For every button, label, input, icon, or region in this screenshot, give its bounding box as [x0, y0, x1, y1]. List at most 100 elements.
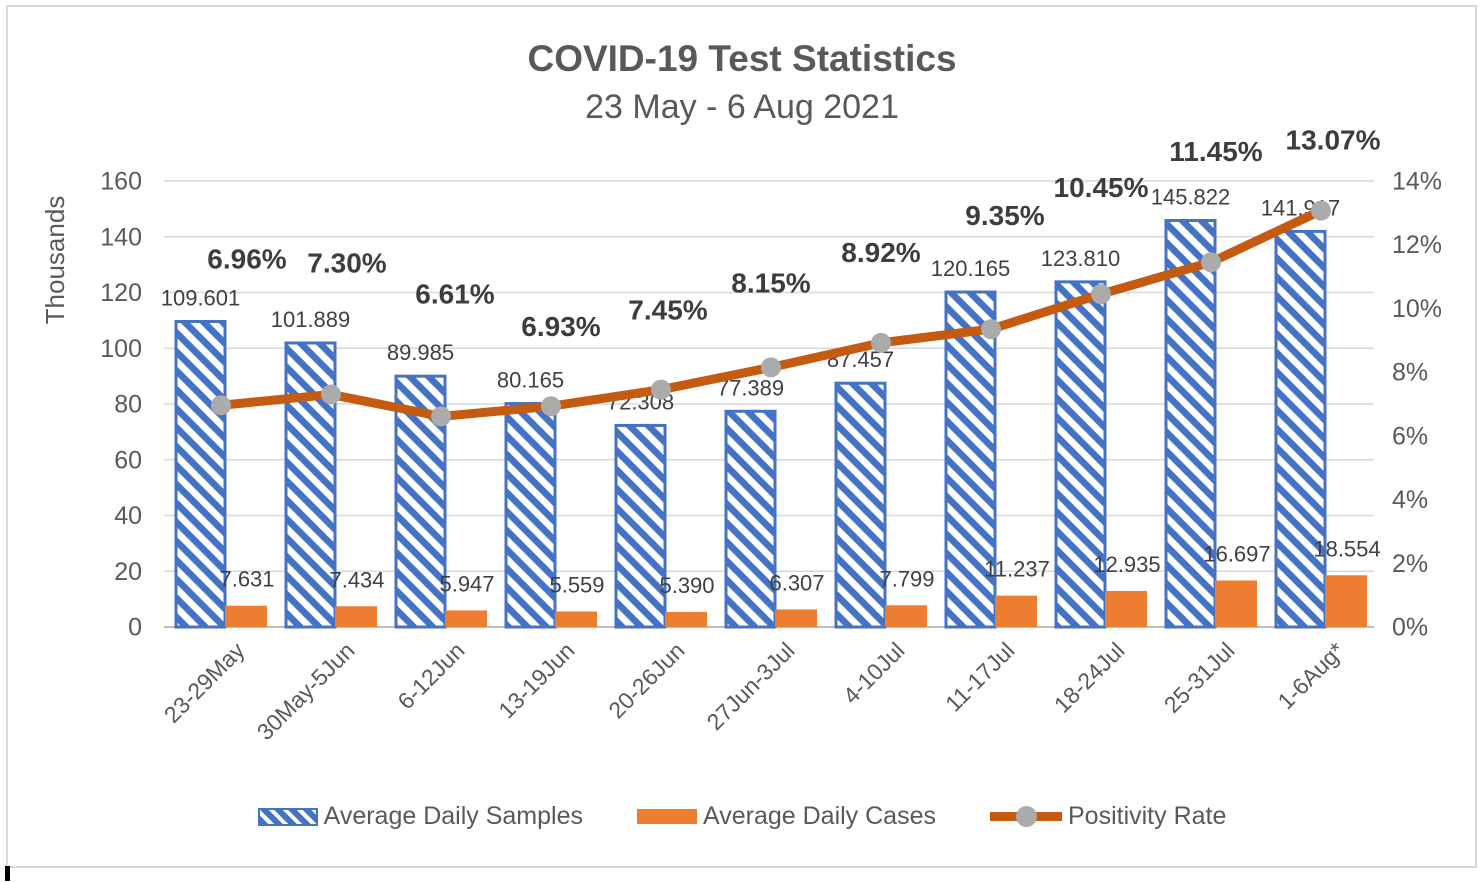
- positivity-label: 8.15%: [731, 267, 810, 298]
- positivity-marker: [871, 332, 891, 353]
- left-axis-title: Thousands: [40, 196, 70, 325]
- cases-value-label: 16.697: [1203, 541, 1270, 566]
- positivity-marker: [211, 395, 231, 416]
- left-axis-tick: 40: [114, 502, 142, 530]
- cases-value-label: 7.631: [219, 567, 274, 592]
- positivity-label: 7.30%: [307, 247, 386, 278]
- positivity-label: 6.96%: [207, 243, 286, 274]
- legend-item-samples: Average Daily Samples: [257, 802, 583, 831]
- samples-bar: [834, 381, 887, 629]
- samples-bar: [1054, 280, 1107, 629]
- category-label: 4-10Jul: [838, 637, 910, 709]
- cases-bar: [335, 606, 377, 627]
- cases-value-label: 5.390: [659, 573, 714, 598]
- right-axis-tick: 8%: [1392, 359, 1428, 387]
- cases-bar: [445, 610, 487, 627]
- chart-subtitle: 23 May - 6 Aug 2021: [585, 88, 899, 126]
- cases-value-label: 12.935: [1093, 552, 1160, 577]
- right-axis-tick: 12%: [1392, 231, 1442, 259]
- positivity-label: 9.35%: [965, 200, 1044, 231]
- positivity-label: 7.45%: [628, 295, 707, 326]
- positivity-label: 6.61%: [415, 278, 494, 309]
- positivity-label: 6.93%: [521, 311, 600, 342]
- category-label: 20-26Jun: [603, 637, 689, 723]
- category-label: 11-17Jul: [940, 637, 1020, 717]
- samples-bar: [724, 409, 777, 629]
- cases-bar: [995, 595, 1037, 627]
- category-label: 27Jun-3Jul: [702, 637, 800, 735]
- cases-value-label: 18.554: [1313, 536, 1380, 561]
- samples-bar: [174, 319, 227, 629]
- left-axis-tick: 100: [100, 335, 142, 363]
- samples-hatched-swatch-icon: [257, 807, 318, 826]
- positivity-marker: [1091, 284, 1111, 305]
- samples-value-label: 123.810: [1041, 246, 1121, 271]
- samples-value-label: 109.601: [161, 285, 241, 310]
- left-axis-tick: 0: [128, 614, 142, 642]
- samples-value-label: 145.822: [1151, 185, 1231, 210]
- positivity-marker: [1311, 200, 1331, 221]
- right-axis-tick: 4%: [1392, 486, 1428, 514]
- cases-bar: [665, 611, 707, 627]
- positivity-marker: [761, 357, 781, 378]
- positivity-marker: [981, 319, 1001, 340]
- text-cursor-artifact: [5, 866, 10, 881]
- legend-label-samples: Average Daily Samples: [323, 802, 583, 830]
- cases-bar: [1215, 580, 1257, 627]
- samples-bar: [944, 290, 997, 629]
- cases-bar: [885, 605, 927, 627]
- left-axis-tick: 20: [114, 558, 142, 586]
- positivity-marker: [541, 396, 561, 417]
- line-marker-swatch-icon: [989, 806, 1062, 827]
- right-axis-tick: 6%: [1392, 422, 1428, 450]
- positivity-label: 11.45%: [1169, 136, 1263, 167]
- cases-value-label: 5.947: [439, 571, 494, 596]
- cases-value-label: 6.307: [769, 570, 824, 595]
- positivity-label: 13.07%: [1286, 125, 1381, 156]
- left-axis-tick: 160: [100, 168, 142, 196]
- samples-value-label: 80.165: [497, 368, 564, 393]
- cases-bar: [555, 611, 597, 627]
- legend-item-positivity: Positivity Rate: [989, 802, 1227, 831]
- cases-value-label: 11.237: [984, 557, 1050, 582]
- legend-item-cases: Average Daily Cases: [637, 802, 936, 831]
- cases-bar: [1325, 575, 1367, 627]
- samples-bar: [1164, 219, 1217, 629]
- cases-value-label: 7.799: [879, 566, 934, 591]
- chart-title: COVID-19 Test Statistics: [527, 38, 957, 79]
- samples-value-label: 89.985: [387, 340, 454, 365]
- positivity-marker: [321, 384, 341, 405]
- positivity-label: 10.45%: [1054, 172, 1149, 203]
- samples-bar: [1274, 229, 1327, 629]
- left-axis-tick: 60: [114, 446, 142, 474]
- samples-value-label: 101.889: [271, 307, 351, 332]
- marker-dot-icon: [1015, 806, 1037, 827]
- positivity-marker: [1201, 252, 1221, 273]
- left-axis-tick: 80: [114, 391, 142, 419]
- cases-bar: [225, 605, 267, 627]
- legend-label-positivity: Positivity Rate: [1067, 802, 1227, 830]
- right-axis-tick: 10%: [1392, 295, 1442, 323]
- positivity-marker: [431, 406, 451, 427]
- left-axis-tick: 120: [100, 279, 142, 307]
- category-label: 1-6Aug*: [1272, 637, 1349, 714]
- left-axis-tick: 140: [100, 223, 142, 251]
- category-label: 30May-5Jun: [252, 637, 360, 745]
- category-label: 25-31Jul: [1159, 637, 1240, 718]
- right-axis-tick: 0%: [1392, 614, 1428, 642]
- category-label: 13-19Jun: [493, 637, 579, 723]
- legend: Average Daily Samples Average Daily Case…: [0, 802, 1484, 831]
- cases-value-label: 7.434: [329, 567, 384, 592]
- samples-value-label: 120.165: [931, 256, 1011, 281]
- category-label: 18-24Jul: [1049, 637, 1130, 718]
- cases-bar: [775, 609, 817, 627]
- cases-solid-swatch-icon: [637, 809, 697, 824]
- positivity-marker: [651, 379, 671, 400]
- legend-label-cases: Average Daily Cases: [703, 802, 936, 830]
- category-label: 23-29May: [159, 637, 250, 728]
- right-axis-tick: 2%: [1392, 550, 1428, 578]
- positivity-label: 8.92%: [841, 237, 920, 268]
- right-axis-tick: 14%: [1392, 168, 1442, 196]
